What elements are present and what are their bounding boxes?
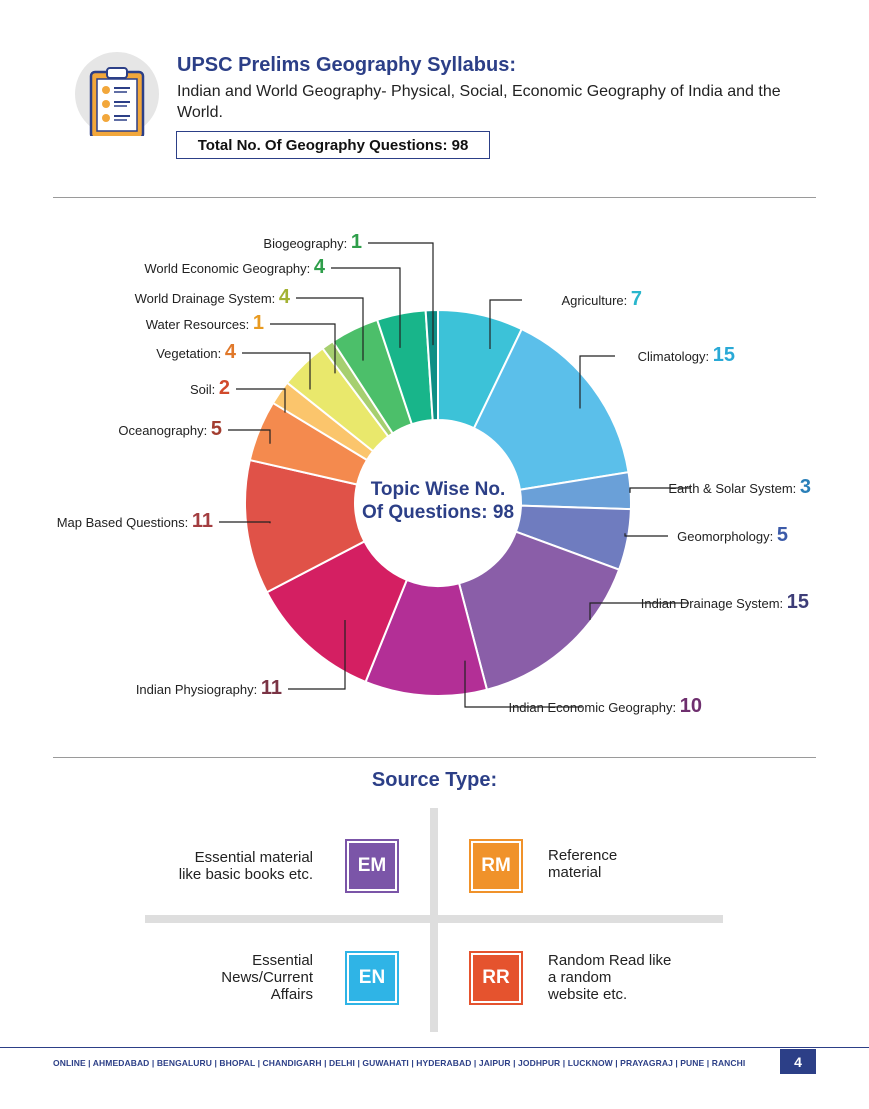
source-em-description: Essential material like basic books etc. — [178, 849, 313, 883]
leader-line-11 — [270, 323, 336, 374]
label-7: Map Based Questions: 11 — [57, 510, 213, 532]
source-en-description: Essential News/Current Affairs — [221, 952, 313, 1003]
label-10: Vegetation: 4 — [156, 341, 237, 363]
source-grid-horizontal — [145, 915, 723, 923]
leader-line-3 — [624, 533, 668, 537]
label-5: Indian Economic Geography: 10 — [508, 695, 702, 717]
label-1: Climatology: 15 — [638, 344, 735, 366]
source-type-title: Source Type: — [371, 769, 498, 791]
label-4: Indian Drainage System: 15 — [641, 591, 809, 613]
leader-line-12 — [296, 297, 364, 361]
label-11: Water Resources: 1 — [146, 312, 264, 334]
source-rr-description: Random Read like a random website etc. — [548, 952, 672, 1003]
label-3: Geomorphology: 5 — [677, 524, 788, 546]
leader-line-7 — [219, 521, 271, 524]
badge-en: EN — [345, 951, 399, 1005]
leader-line-9 — [236, 388, 286, 413]
header-icon-circle — [75, 52, 159, 136]
chart-labels: Agriculture: 7 Climatology: 15 Earth & Sol… — [57, 231, 811, 717]
divider-bottom — [53, 757, 816, 758]
total-questions-box: Total No. Of Geography Questions: 98 — [176, 131, 490, 159]
badge-em: EM — [345, 839, 399, 893]
leader-line-2 — [629, 487, 691, 493]
donut-hole — [355, 420, 521, 586]
page-number: 4 — [780, 1049, 816, 1074]
label-9: Soil: 2 — [190, 377, 230, 399]
chart-slices — [244, 308, 632, 697]
leader-line-14 — [368, 242, 434, 346]
label-8: Oceanography: 5 — [118, 418, 222, 440]
badge-rr: RR — [469, 951, 523, 1005]
label-2: Earth & Solar System: 3 — [668, 476, 811, 498]
label-0: Agriculture: 7 — [562, 288, 643, 310]
leader-line-4 — [589, 602, 689, 620]
chart-center-label-line2: Of Questions: 98 — [362, 502, 514, 523]
badge-rm: RM — [469, 839, 523, 893]
footer-divider — [0, 1047, 869, 1048]
leader-line-0 — [489, 299, 522, 349]
leader-line-6 — [288, 619, 346, 690]
syllabus-description: Indian and World Geography- Physical, So… — [177, 83, 781, 121]
divider-top — [53, 197, 816, 198]
leader-line-5 — [464, 660, 582, 708]
source-rm-description: Reference material — [548, 847, 618, 881]
leader-line-10 — [242, 352, 311, 390]
topic-donut-chart: Agriculture: 7 Climatology: 15 Earth & Sol… — [57, 231, 811, 717]
chart-center-label-line1: Topic Wise No. — [371, 479, 506, 500]
label-13: World Economic Geography: 4 — [144, 256, 326, 278]
footer-cities: ONLINE | AHMEDABAD | BENGALURU | BHOPAL … — [53, 1058, 746, 1068]
page-title: UPSC Prelims Geography Syllabus: — [177, 54, 516, 76]
clipboard-checklist-icon — [89, 67, 145, 136]
label-14: Biogeography: 1 — [263, 231, 362, 253]
chart-leaders — [219, 242, 691, 708]
label-6: Indian Physiography: 11 — [136, 677, 282, 699]
leader-line-13 — [331, 267, 401, 348]
leader-line-1 — [579, 355, 615, 409]
label-12: World Drainage System: 4 — [135, 286, 291, 308]
leader-line-8 — [228, 429, 271, 444]
